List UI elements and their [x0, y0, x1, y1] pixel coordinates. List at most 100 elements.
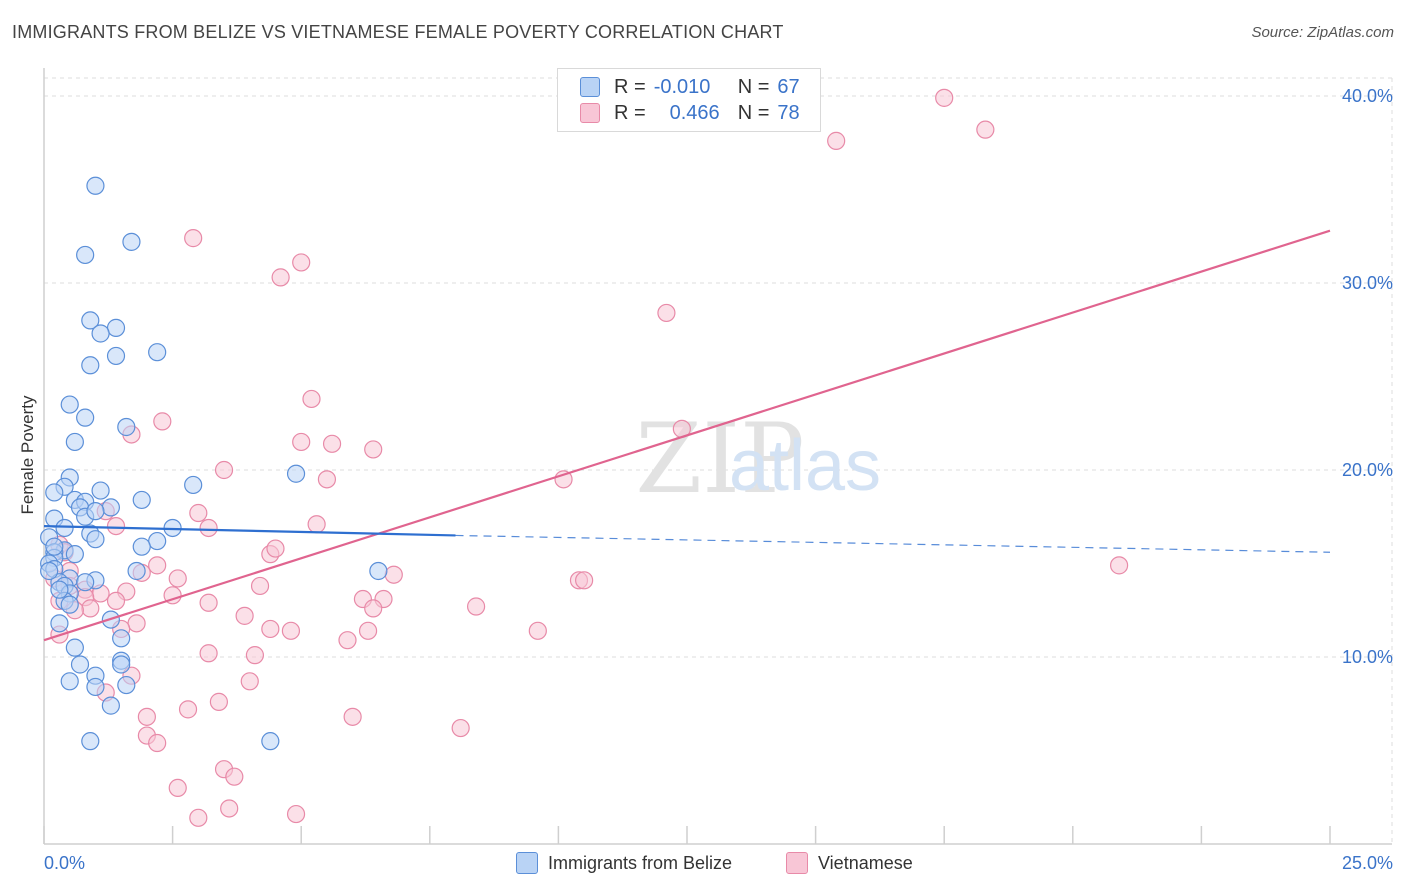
belize-point [86, 502, 105, 521]
belize-point [60, 595, 79, 614]
belize-point [106, 346, 126, 366]
legend-label-belize: Immigrants from Belize [548, 852, 733, 873]
vietnamese-point [214, 460, 234, 480]
belize-point [112, 629, 131, 648]
series-legend: Immigrants from Belize Vietnamese [0, 852, 1406, 876]
vietnamese-point [153, 412, 172, 431]
belize-point [369, 561, 388, 581]
vietnamese-point [302, 389, 321, 409]
belize-point [148, 343, 167, 362]
vietnamese-point [364, 599, 383, 618]
belize-point [76, 245, 95, 265]
vietnamese-point [451, 718, 470, 738]
x-tick-label-min: 0.0% [44, 853, 85, 873]
vietnamese-point [364, 440, 383, 459]
vietnamese-point [199, 644, 218, 663]
vietnamese-point [976, 120, 995, 139]
legend-n-value-belize: 67 [777, 75, 800, 98]
vietnamese-point [358, 621, 378, 640]
vietnamese-point [199, 518, 218, 538]
vietnamese-point [127, 614, 146, 633]
vietnamese-point [292, 432, 311, 452]
belize-point [122, 232, 141, 251]
trend-lines [43, 229, 1331, 642]
vietnamese-point [261, 619, 280, 639]
vietnamese-point [307, 515, 326, 534]
vietnamese-point [240, 672, 259, 691]
vietnamese-point [106, 516, 126, 536]
vietnamese-point [148, 733, 167, 753]
belize-point [132, 490, 151, 510]
watermark-atlas: atlas [729, 426, 881, 506]
belize-points [40, 176, 388, 751]
legend-row-belize: R = -0.010 N = 67 [580, 75, 800, 99]
vietnamese-point [322, 434, 342, 453]
legend-r-label: R = [614, 75, 646, 98]
vietnamese-point [184, 229, 203, 248]
belize-point [50, 580, 69, 599]
belize-point [76, 408, 95, 427]
vietnamese-point [281, 621, 301, 640]
belize-point [55, 518, 74, 538]
vietnamese-point [199, 593, 218, 612]
vietnamese-point [245, 646, 265, 665]
tick-labels: 10.0% 20.0% 30.0% 40.0% 0.0% 25.0% [44, 86, 1393, 873]
vietnamese-point [189, 503, 208, 523]
legend-item-vietnamese[interactable]: Vietnamese [786, 852, 913, 874]
vietnamese-point [657, 303, 676, 323]
vietnamese-point [189, 808, 208, 827]
vietnamese-point [225, 767, 244, 786]
legend-n-label: N = [737, 75, 770, 98]
belize-point [76, 573, 95, 592]
vietnamese-point [266, 539, 285, 558]
belize-point [81, 311, 100, 330]
vietnamese-point [209, 692, 228, 711]
vietnamese-point [935, 88, 954, 107]
vietnamese-point [137, 707, 156, 726]
belize-point [86, 176, 105, 195]
vietnamese-point [292, 253, 311, 272]
belize-point [60, 672, 79, 691]
axes [43, 68, 1392, 845]
source-label: Source: ZipAtlas.com [1251, 24, 1394, 41]
legend-swatch-belize [580, 77, 600, 97]
y-tick-label: 10.0% [1342, 647, 1393, 667]
legend-item-belize[interactable]: Immigrants from Belize [516, 852, 732, 874]
belize-trend-line [43, 525, 456, 537]
legend-label-vietnamese: Vietnamese [818, 852, 913, 873]
vietnamese-point [827, 131, 846, 150]
vietnamese-point [81, 599, 100, 618]
vietnamese-trend-line [43, 229, 1331, 642]
belize-point [65, 545, 84, 564]
legend-r-value-vietnamese: 0.466 [669, 101, 720, 124]
vietnamese-point [384, 565, 403, 584]
belize-point [50, 614, 69, 633]
chart-title: IMMIGRANTS FROM BELIZE VS VIETNAMESE FEM… [12, 22, 784, 42]
belize-point [45, 537, 64, 556]
belize-point [91, 324, 110, 343]
legend-n-value-vietnamese: 78 [777, 101, 800, 124]
belize-point [106, 318, 126, 337]
belize-point [127, 561, 146, 581]
belize-point [132, 537, 151, 556]
vietnamese-point [286, 804, 306, 824]
belize-point [184, 475, 203, 495]
vietnamese-point [148, 556, 167, 575]
watermark-zip: ZIP [635, 403, 804, 515]
legend-r-label: R = [614, 101, 646, 124]
vietnamese-point [235, 606, 254, 625]
legend-swatch-vietnamese [580, 103, 600, 123]
y-tick-label: 20.0% [1342, 460, 1393, 480]
belize-point [65, 638, 84, 657]
legend-n-label: N = [737, 101, 770, 124]
vietnamese-point [168, 778, 187, 798]
belize-point [148, 531, 167, 551]
belize-point [117, 675, 136, 695]
belize-trend-dashed [455, 534, 1331, 553]
belize-point [70, 655, 90, 674]
belize-point [86, 530, 105, 549]
vietnamese-point [338, 631, 357, 650]
belize-point [60, 395, 79, 414]
belize-point [101, 498, 120, 517]
vietnamese-point [1109, 556, 1129, 575]
